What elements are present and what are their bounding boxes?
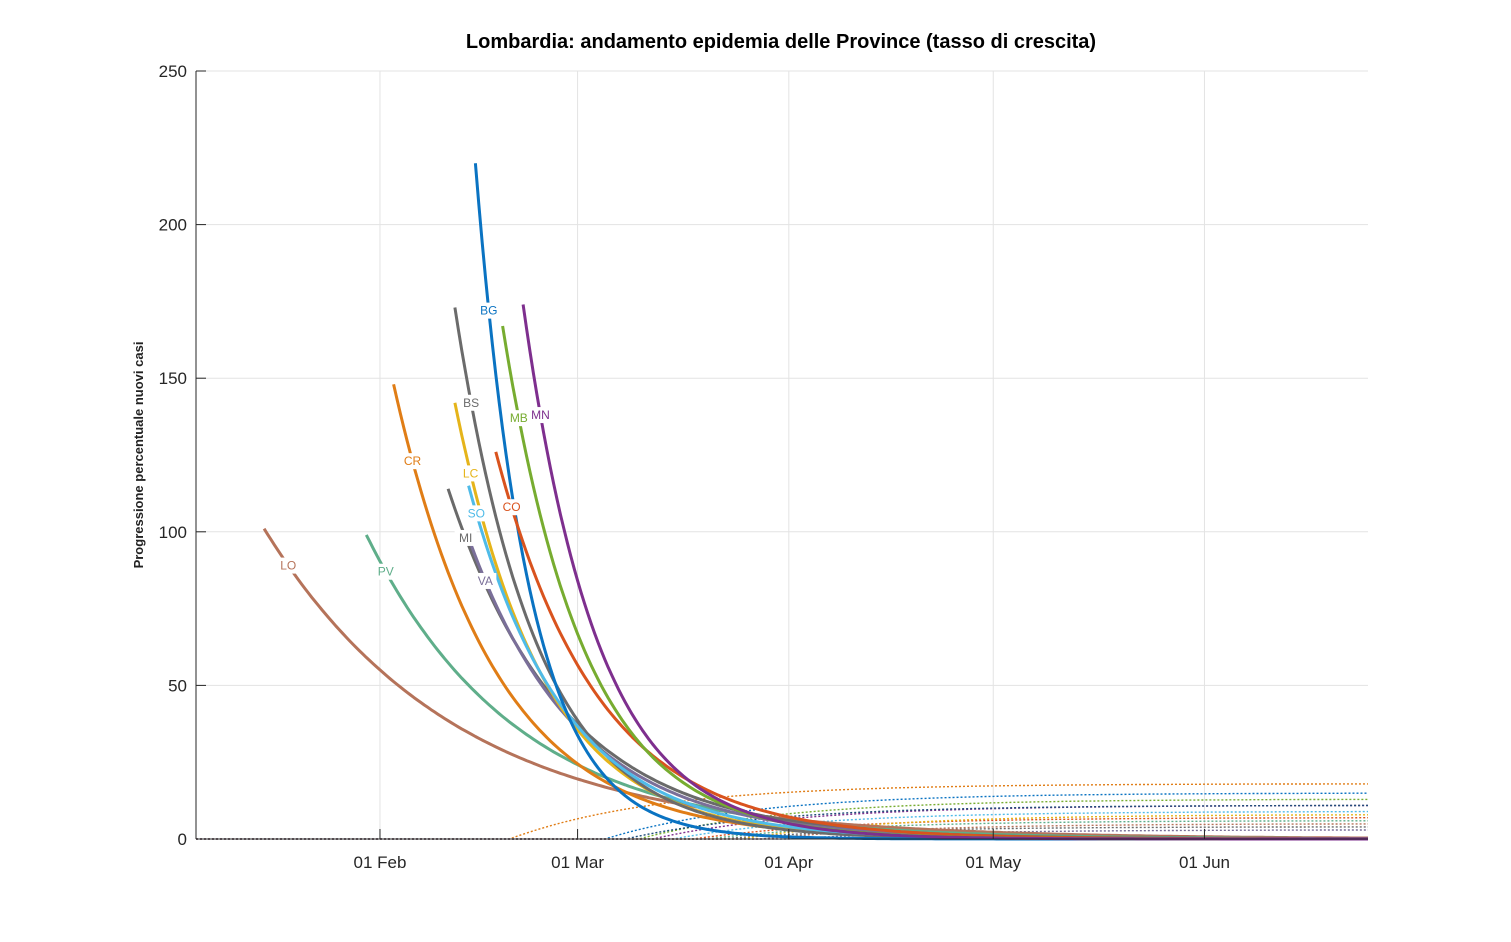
tail-series-line [196, 826, 1368, 840]
x-tick-label: 01 Apr [764, 853, 813, 872]
series-label-mi: MI [459, 531, 472, 545]
tail-series-line [196, 783, 1368, 840]
series-label-bg: BG [480, 304, 497, 318]
y-axis-label: Progressione percentuale nuovi casi [131, 342, 146, 569]
y-tick-label: 0 [178, 830, 187, 849]
y-tick-label: 100 [159, 523, 187, 542]
series-label-va: VA [478, 574, 493, 588]
series-label-bg [401, 453, 424, 470]
y-tick-label: 250 [159, 62, 187, 81]
series-label-bg [374, 563, 397, 580]
series-label-lo: LO [280, 559, 296, 573]
x-tick-label: 01 May [965, 853, 1021, 872]
series-label-so: SO [468, 506, 485, 520]
y-tick-label: 200 [159, 216, 187, 235]
tail-series-line [196, 820, 1368, 840]
series-labels: LO PV CR MI VA LC BS SO BG CO MB MN [277, 302, 552, 589]
series-label-bg [459, 465, 482, 482]
chart-title: Lombardia: andamento epidemia delle Prov… [466, 31, 1096, 53]
tail-series-line [196, 823, 1368, 840]
tail-series-line [196, 792, 1368, 840]
series-label-pv: PV [378, 565, 394, 579]
series-label-bg [465, 505, 488, 522]
series-label-bg [454, 529, 477, 546]
series-label-bg [477, 302, 500, 319]
y-tick-label: 150 [159, 369, 187, 388]
series-label-bs: BS [463, 396, 479, 410]
series-label-bg [529, 407, 552, 424]
x-tick-label: 01 Mar [551, 853, 604, 872]
plot-area [196, 71, 1368, 839]
grid [196, 70, 1368, 840]
axes: 0 50 100 150 200 250 01 Feb 01 Mar 01 Apr 01 May 0… [159, 62, 1368, 872]
series-label-mn: MN [531, 408, 550, 422]
series-label-bg [474, 572, 497, 589]
tail-series-line [196, 810, 1368, 840]
series-label-mb: MB [510, 411, 528, 425]
tail-series-line [196, 814, 1368, 840]
series-label-bg [277, 557, 300, 574]
x-tick-label: 01 Jun [1179, 853, 1230, 872]
series-label-co: CO [503, 500, 521, 514]
series-label-lc: LC [463, 466, 479, 480]
y-tick-label: 50 [168, 676, 187, 695]
tail-series-line [196, 817, 1368, 840]
series-label-bg [507, 410, 530, 427]
series-label-bg [500, 499, 523, 516]
series-label-cr: CR [404, 454, 422, 468]
x-tick-label: 01 Feb [354, 853, 407, 872]
series-label-bg [460, 394, 483, 411]
